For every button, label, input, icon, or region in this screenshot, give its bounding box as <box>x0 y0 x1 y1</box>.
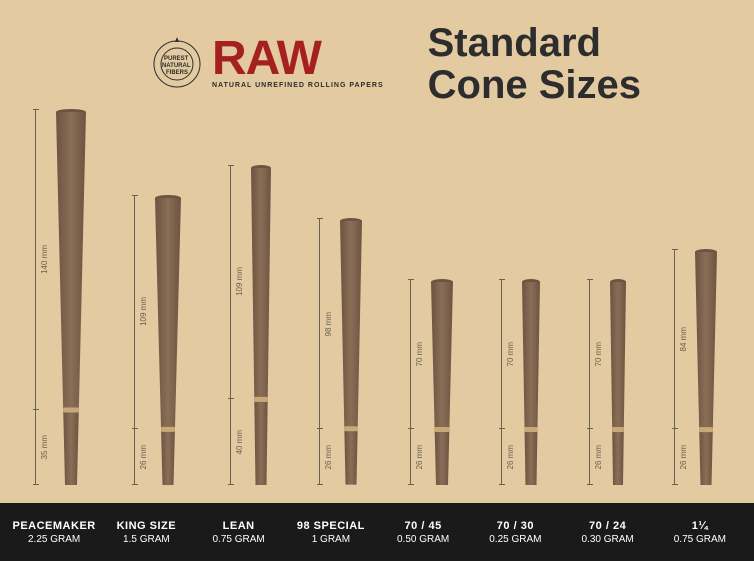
cone-icon <box>338 218 364 485</box>
tip-length-label: 26 mm <box>590 445 603 469</box>
measure-ruler: 109 mm 40 mm <box>230 165 244 485</box>
footer-item: 70 / 45 0.50 GRAM <box>377 520 469 545</box>
measure-ruler: 70 mm 26 mm <box>589 279 603 485</box>
tip-length-label: 40 mm <box>231 430 244 454</box>
total-length-label: 70 mm <box>590 342 603 366</box>
measure-ruler: 84 mm 26 mm <box>674 249 688 485</box>
title-line-2: Cone Sizes <box>428 64 641 106</box>
tip-length-label: 26 mm <box>320 445 333 469</box>
cone-unit: 84 mm 26 mm <box>674 249 719 486</box>
cone-grams: 2.25 GRAM <box>8 534 100 545</box>
footer-item: 70 / 24 0.30 GRAM <box>562 520 654 545</box>
tip-length-label: 26 mm <box>411 445 424 469</box>
title-line-1: Standard <box>428 22 641 64</box>
total-length-label: 140 mm <box>36 245 49 274</box>
cone-grams: 0.30 GRAM <box>562 534 654 545</box>
cone-unit: 109 mm 26 mm <box>134 195 183 485</box>
chart-area: PUREST NATURAL FIBERS RAW NATURAL UNREFI… <box>0 0 754 503</box>
total-length-label: 84 mm <box>675 327 688 351</box>
footer-item: LEAN 0.75 GRAM <box>193 520 285 545</box>
footer-item: 70 / 30 0.25 GRAM <box>469 520 561 545</box>
tip-length-label: 35 mm <box>36 435 49 459</box>
footer-item: PEACEMAKER 2.25 GRAM <box>8 520 100 545</box>
measure-ruler: 98 mm 26 mm <box>319 218 333 485</box>
seal-text-bot: FIBERS <box>166 70 188 76</box>
measure-ruler: 109 mm 26 mm <box>134 195 148 485</box>
cone-icon <box>429 279 455 485</box>
cone-icon <box>249 165 273 485</box>
cone-name: 1¼ <box>654 520 746 532</box>
footer-bar: PEACEMAKER 2.25 GRAM KING SIZE 1.5 GRAM … <box>0 503 754 561</box>
measure-ruler: 70 mm 26 mm <box>410 279 424 485</box>
svg-text:PUREST NATURAL: PUREST NATURAL FIBERS <box>162 56 192 76</box>
cone-unit: 70 mm 26 mm <box>501 279 542 485</box>
cone-name: 70 / 45 <box>377 520 469 532</box>
total-length-label: 98 mm <box>320 312 333 336</box>
cone-grams: 0.75 GRAM <box>193 534 285 545</box>
tip-length-label: 26 mm <box>675 445 688 469</box>
seal-text-mid: NATURAL <box>162 63 191 69</box>
page-title: Standard Cone Sizes <box>428 22 641 106</box>
total-length-label: 70 mm <box>411 342 424 366</box>
cone-grams: 0.25 GRAM <box>469 534 561 545</box>
cone-name: 70 / 30 <box>469 520 561 532</box>
cone-icon <box>520 279 542 485</box>
cone-name: 98 SPECIAL <box>285 520 377 532</box>
cone-unit: 98 mm 26 mm <box>319 218 364 485</box>
cone-grams: 1.5 GRAM <box>100 534 192 545</box>
total-length-label: 109 mm <box>135 297 148 326</box>
tip-length-label: 26 mm <box>135 445 148 469</box>
seal-text-top: PUREST <box>164 56 189 62</box>
cone-icon <box>608 279 628 485</box>
brand-tagline: NATURAL UNREFINED ROLLING PAPERS <box>212 82 384 89</box>
header: PUREST NATURAL FIBERS RAW NATURAL UNREFI… <box>150 22 734 106</box>
measure-ruler: 70 mm 26 mm <box>501 279 515 485</box>
cone-icon <box>153 195 183 485</box>
cone-grams: 0.50 GRAM <box>377 534 469 545</box>
cones-row: 140 mm 35 mm 109 mm <box>0 109 754 485</box>
cone-grams: 1 GRAM <box>285 534 377 545</box>
cone-unit: 70 mm 26 mm <box>589 279 628 485</box>
cone-icon <box>693 249 719 486</box>
cone-icon <box>54 109 88 485</box>
cone-unit: 140 mm 35 mm <box>35 109 88 485</box>
cone-unit: 109 mm 40 mm <box>230 165 273 485</box>
cone-name: LEAN <box>193 520 285 532</box>
tip-length-label: 26 mm <box>502 445 515 469</box>
cone-name: PEACEMAKER <box>8 520 100 532</box>
brand-logo: RAW <box>212 39 384 80</box>
cone-name: KING SIZE <box>100 520 192 532</box>
cone-grams: 0.75 GRAM <box>654 534 746 545</box>
logo-block: PUREST NATURAL FIBERS RAW NATURAL UNREFI… <box>150 37 384 91</box>
footer-item: 98 SPECIAL 1 GRAM <box>285 520 377 545</box>
cone-name: 70 / 24 <box>562 520 654 532</box>
measure-ruler: 140 mm 35 mm <box>35 109 49 485</box>
purest-seal-icon: PUREST NATURAL FIBERS <box>150 37 204 91</box>
cone-unit: 70 mm 26 mm <box>410 279 455 485</box>
total-length-label: 109 mm <box>231 267 244 296</box>
total-length-label: 70 mm <box>502 342 515 366</box>
footer-item: KING SIZE 1.5 GRAM <box>100 520 192 545</box>
footer-item: 1¼ 0.75 GRAM <box>654 520 746 545</box>
